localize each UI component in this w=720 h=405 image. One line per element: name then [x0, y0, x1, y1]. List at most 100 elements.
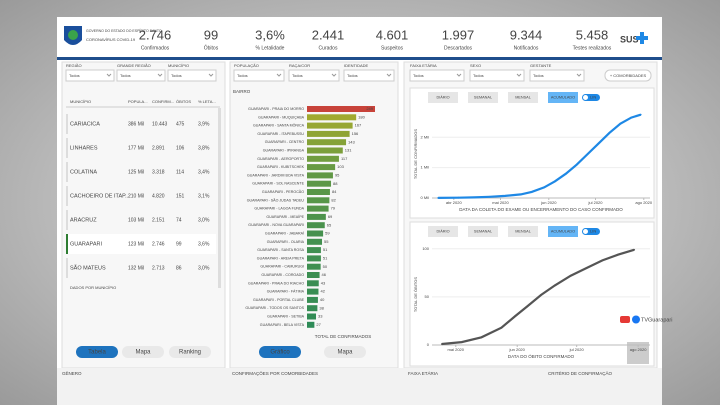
table-row[interactable]: [66, 162, 216, 182]
x-tick-label: ago 2020: [635, 200, 652, 205]
bar-label: GUARAPARI - PRAIA DO RIACHO: [248, 281, 304, 285]
period-button[interactable]: [548, 226, 578, 237]
filter-value: Todos: [533, 73, 544, 78]
table-cell: 3,0%: [198, 217, 210, 223]
tab-button[interactable]: [324, 346, 366, 358]
filter-dropdown[interactable]: [116, 69, 166, 82]
toggle-knob: [583, 229, 588, 234]
table-row[interactable]: [66, 234, 216, 254]
bar: [307, 280, 319, 287]
y-tick-label: 0 Mil: [421, 195, 430, 200]
bar: [307, 321, 315, 328]
bar: [307, 130, 350, 137]
bar-value: 180: [358, 114, 365, 119]
dropdown-caret: [386, 73, 392, 77]
bar: [307, 272, 320, 278]
table-row[interactable]: [66, 138, 216, 158]
toggle-label: LIN: [590, 229, 596, 234]
bar-label: GUARAPARI - SÃO JUDAS TADEU: [247, 197, 305, 202]
row-marker: [66, 258, 68, 278]
table-cell: 132 Mil: [128, 265, 144, 271]
yt-icon: [620, 316, 630, 323]
period-button[interactable]: [468, 226, 498, 237]
table-cell: 114: [176, 169, 184, 175]
period-label: DIÁRIO: [436, 230, 449, 234]
table-cell: 86: [176, 265, 182, 271]
filter-label: MUNICÍPIO: [168, 63, 189, 68]
line-point: [460, 341, 463, 344]
table-cell: CACHOEIRO DE ITAP...: [70, 193, 130, 199]
table-cell: 3.318: [152, 169, 165, 175]
filter-dropdown[interactable]: [233, 69, 285, 82]
x-tick-label: mai 2020: [448, 347, 465, 352]
logo-emblem: [68, 30, 78, 40]
tab-button[interactable]: [76, 346, 118, 358]
table-row[interactable]: [66, 186, 216, 206]
period-label: ACUMULADO: [551, 230, 575, 234]
x-tick-label: jun 2020: [540, 200, 557, 205]
filter-label: POPULAÇÃO: [234, 63, 259, 68]
scroll-top-button[interactable]: [627, 342, 649, 364]
bar-value: 88: [333, 181, 338, 186]
bar: [307, 172, 333, 179]
bar-label: GUARAPARI - JABARAÍ: [265, 231, 304, 235]
line-point: [619, 122, 622, 125]
bar-value: 33: [318, 314, 323, 319]
table-cell: 103 Mil: [128, 217, 144, 223]
filter-dropdown[interactable]: [529, 69, 585, 82]
x-tick-label: ago 2020: [630, 347, 647, 352]
bar-value: 103: [337, 164, 344, 169]
comorbidities-button[interactable]: [604, 69, 652, 82]
tab-label: Mapa: [135, 350, 151, 356]
bar: [307, 106, 375, 112]
kpi-label: Óbitos: [204, 44, 219, 51]
kpi-value: 99: [204, 27, 218, 42]
line-point: [630, 116, 633, 119]
bar-label: GUARAPARI - IPIRANGA: [263, 148, 305, 152]
bar-value: 55: [324, 239, 329, 244]
bar: [307, 313, 317, 320]
period-button[interactable]: [508, 92, 538, 103]
line-point: [633, 248, 636, 251]
tab-button[interactable]: [122, 346, 164, 358]
bar-value: 46: [322, 272, 327, 277]
filter-dropdown[interactable]: [167, 69, 217, 82]
row-marker: [66, 210, 68, 230]
y-axis-label: TOTAL DE ÓBITOS: [413, 277, 418, 313]
table-row[interactable]: [66, 258, 216, 278]
period-button[interactable]: [468, 92, 498, 103]
period-button[interactable]: [548, 92, 578, 103]
tab-button[interactable]: [259, 346, 301, 358]
period-button[interactable]: [428, 92, 458, 103]
bar-label: GUARAPARI - PRAIA DO MORRO: [248, 107, 304, 111]
line-point: [457, 196, 460, 199]
filter-dropdown[interactable]: [343, 69, 395, 82]
table-cell: 123 Mil: [128, 241, 144, 247]
period-button[interactable]: [428, 226, 458, 237]
bar-label: GUARAPARI - NOVA GUARAPARI: [248, 223, 304, 227]
bar-value: 38: [319, 305, 324, 310]
bar-label: GUARAPARI - BELA VISTA: [260, 323, 305, 327]
table-cell: 10.443: [152, 121, 168, 127]
filter-label: GESTANTE: [530, 63, 552, 68]
bar-label: GUARAPARI - JARDIM BOA VISTA: [247, 173, 305, 177]
bar: [307, 263, 321, 270]
period-button[interactable]: [508, 226, 538, 237]
line-point: [514, 315, 517, 318]
filter-dropdown[interactable]: [469, 69, 525, 82]
filter-dropdown[interactable]: [288, 69, 340, 82]
filter-dropdown[interactable]: [65, 69, 115, 82]
filter-dropdown[interactable]: [409, 69, 465, 82]
y-tick-label: 2 Mil: [421, 134, 430, 139]
bar: [307, 180, 332, 187]
section-title: FAIXA ETÁRIA: [408, 370, 438, 376]
tab-button[interactable]: [169, 346, 211, 358]
table-caption: DADOS POR MUNICÍPIO: [70, 285, 116, 290]
bar: [307, 238, 323, 245]
table-cell: 4.820: [152, 193, 165, 199]
table-row[interactable]: [66, 114, 216, 134]
logo-title: GOVERNO DO ESTADO DO ESPÍRITO SANTO: [86, 29, 162, 33]
chart-card-top: [409, 87, 655, 219]
table-row[interactable]: [66, 210, 216, 230]
bar-label: GUARAPARI - COROADO: [261, 273, 304, 277]
